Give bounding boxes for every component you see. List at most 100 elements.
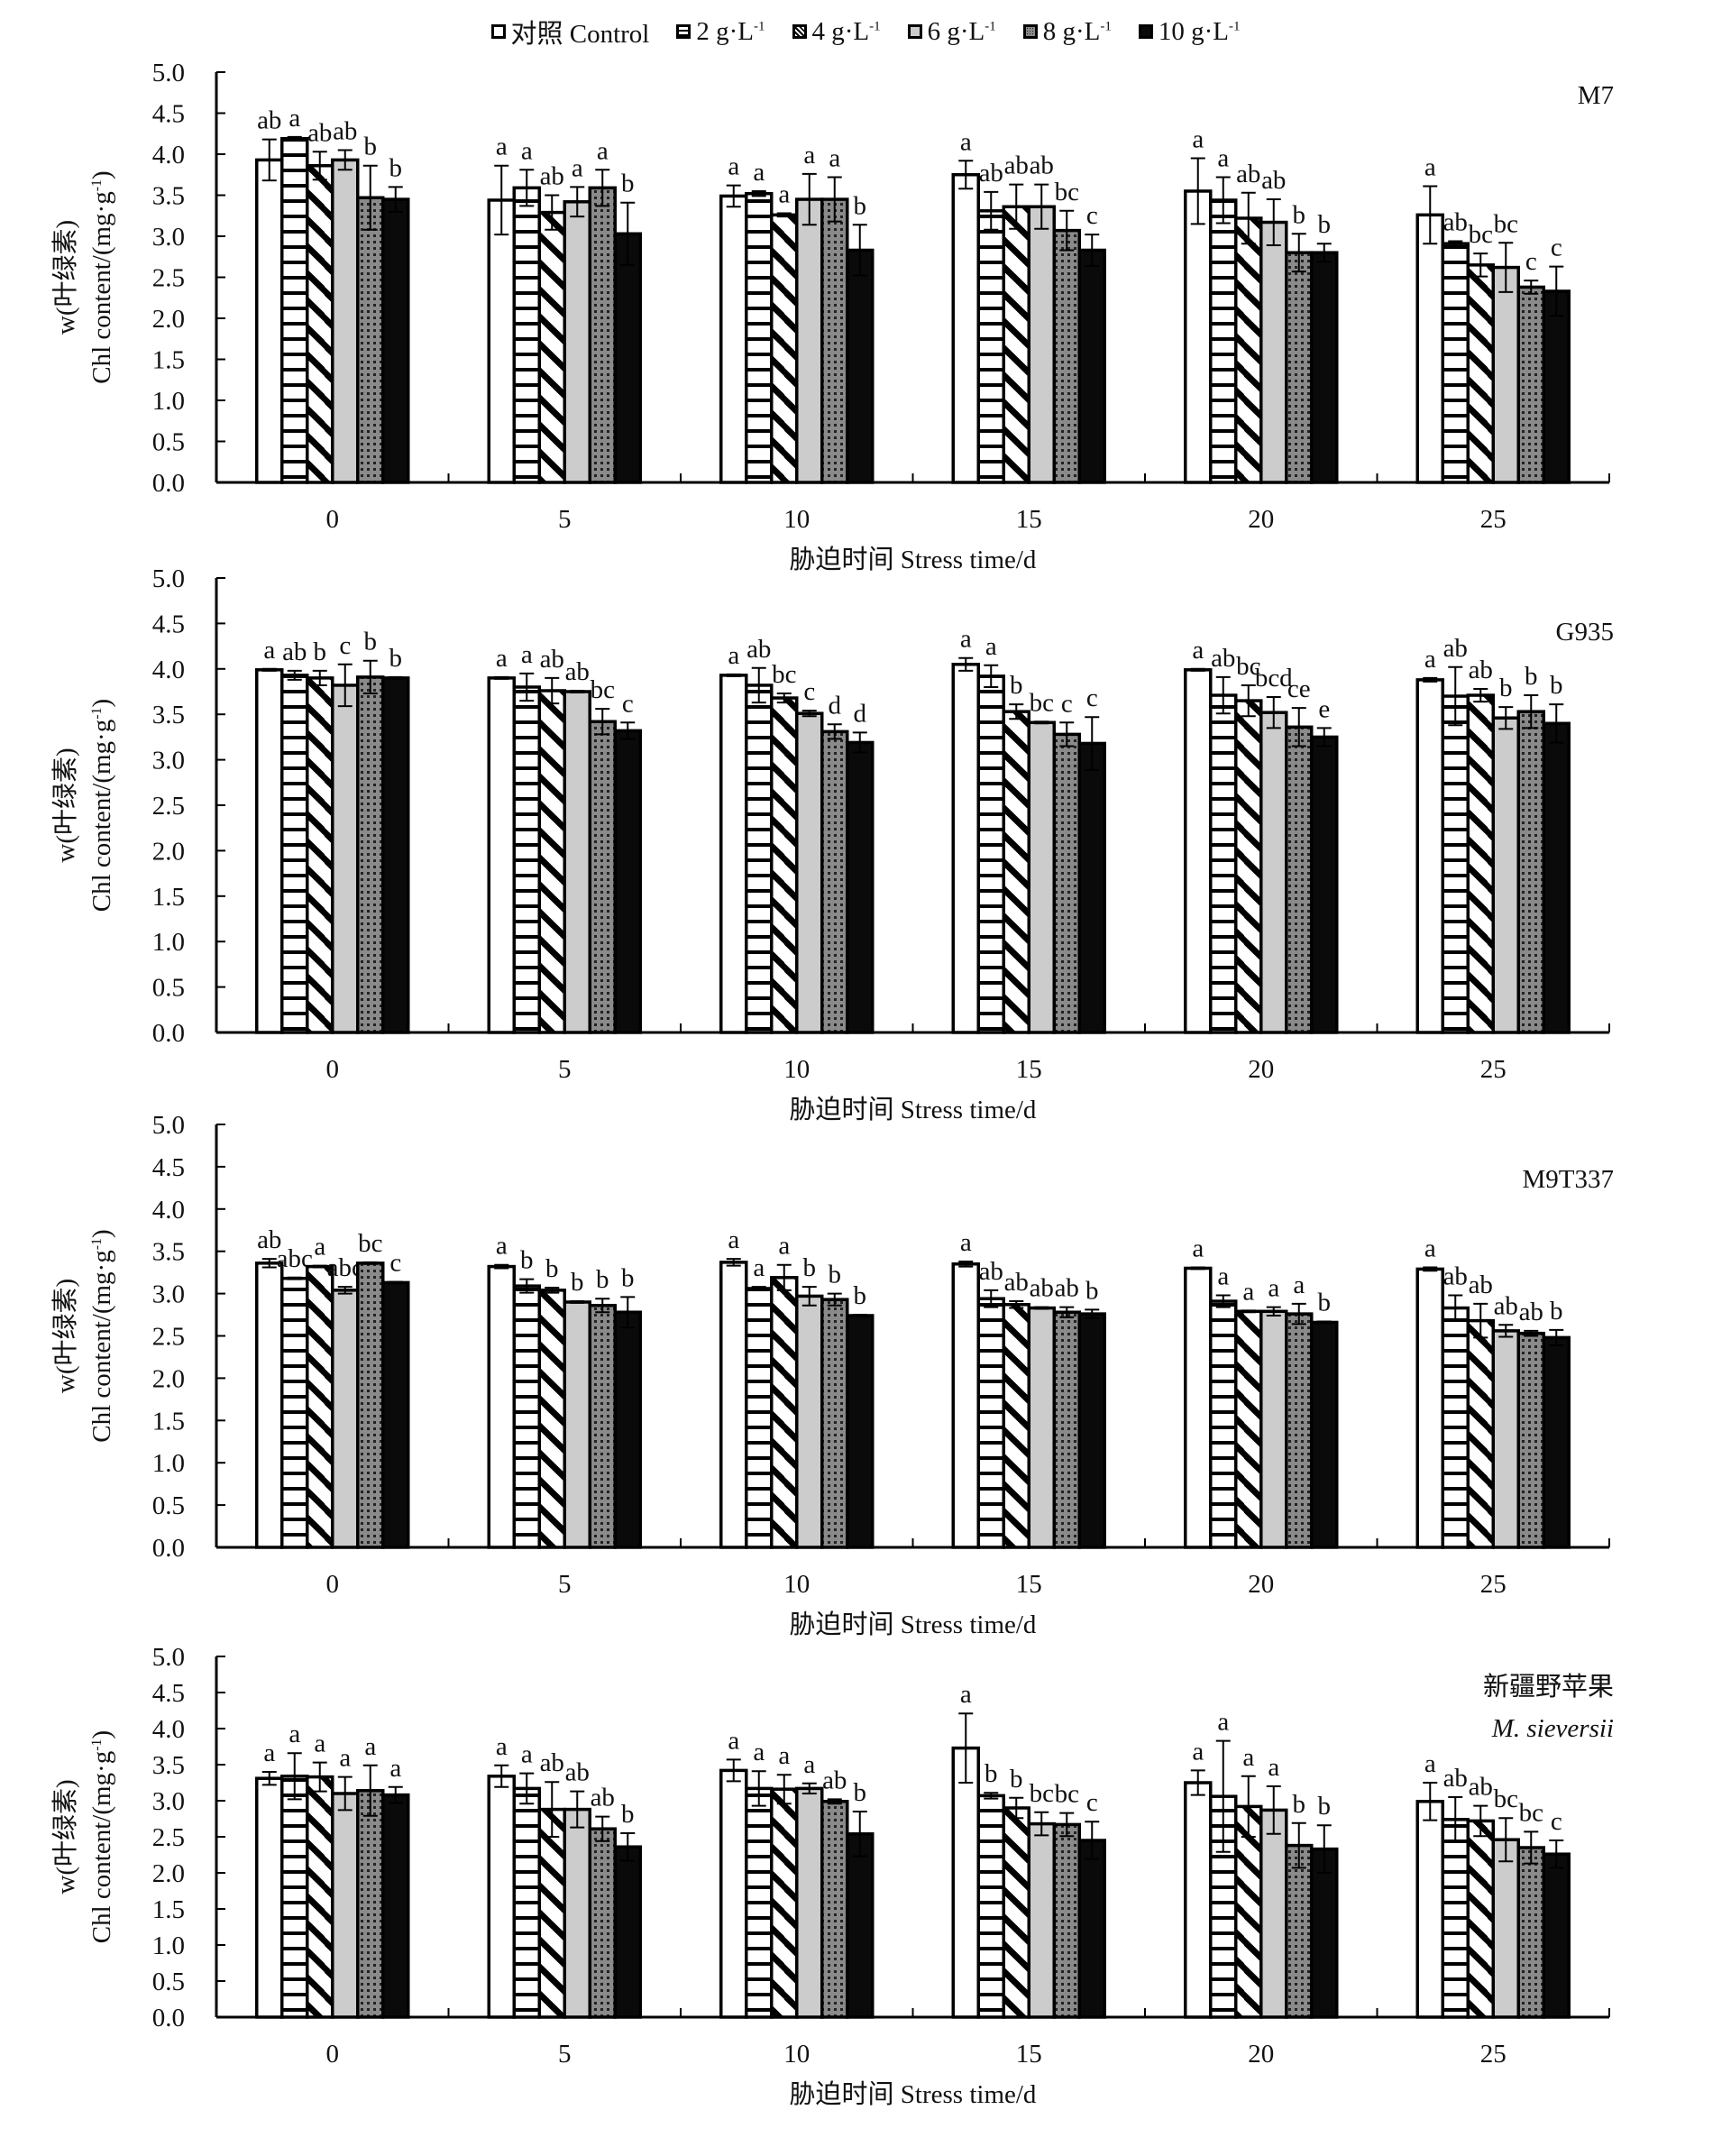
- y-tick-label: 0.5: [152, 1968, 185, 1996]
- bar-3-0-1: [280, 1775, 309, 2019]
- chart-panel-0: 0.0 0.5 1.0 1.5 2.0 2.5 3.0 3.5 4.0 4.5 5.0 0 5 10 15 2…: [50, 59, 1614, 574]
- chart-panel-1: 0.0 0.5 1.0 1.5 2.0 2.5 3.0 3.5 4.0 4.5 5.0 0 5 10 15 2…: [50, 564, 1614, 1124]
- x-tick-label: 25: [1480, 2040, 1507, 2069]
- bar-2-4-3: [1259, 1309, 1288, 1549]
- bar-3-4-4: [1285, 1843, 1314, 2019]
- bar-2-5-4: [1516, 1331, 1545, 1549]
- significance-label: a: [1268, 1274, 1279, 1303]
- bar-1-4-3: [1259, 711, 1288, 1034]
- bar-2-5-0: [1415, 1267, 1444, 1549]
- bar-3-2-3: [795, 1786, 824, 2019]
- significance-label: a: [1192, 1234, 1204, 1263]
- bar-3-0-2: [306, 1775, 334, 2019]
- bar-3-3-2: [1002, 1806, 1030, 2019]
- bar-0-4-4: [1285, 251, 1314, 484]
- significance-label: c: [1086, 1788, 1098, 1817]
- significance-label: ab: [1443, 1764, 1468, 1793]
- y-axis-title-line2: Chl content/(mg·g-1): [87, 699, 116, 912]
- legend-label: 8 g·L-1: [1042, 16, 1112, 46]
- significance-label: ab: [1443, 634, 1468, 663]
- significance-label: ab: [822, 1766, 847, 1794]
- bar-1-0-5: [381, 676, 410, 1034]
- legend-item: 2 g·L-1: [676, 17, 765, 47]
- bar-1-3-2: [1002, 710, 1030, 1034]
- bar-2-4-0: [1184, 1266, 1213, 1549]
- legend-item: 4 g·L-1: [792, 17, 881, 47]
- significance-label: ab: [257, 106, 281, 135]
- bar-2-5-1: [1441, 1306, 1470, 1549]
- significance-label: b: [1293, 1790, 1306, 1819]
- y-tick-label: 1.0: [152, 1931, 185, 1960]
- bar-0-3-1: [976, 209, 1005, 484]
- panel-subtitle: M. sieversii: [1491, 1714, 1614, 1743]
- bar-3-3-5: [1077, 1839, 1106, 2019]
- x-axis-title: 胁迫时间 Stress time/d: [790, 2079, 1037, 2109]
- significance-label: b: [1499, 674, 1513, 702]
- bar-0-3-0: [951, 173, 980, 484]
- bar-2-2-5: [846, 1314, 875, 1549]
- y-tick-label: 2.0: [152, 305, 185, 334]
- bar-0-2-3: [795, 197, 824, 484]
- bar-2-2-1: [745, 1287, 774, 1549]
- bar-2-2-3: [795, 1294, 824, 1549]
- significance-label: a: [960, 1680, 972, 1709]
- significance-label: bc: [1494, 1784, 1518, 1813]
- significance-label: c: [389, 1248, 401, 1277]
- bar-1-4-0: [1184, 668, 1213, 1034]
- y-tick-label: 1.5: [152, 1895, 185, 1924]
- significance-label: b: [1318, 210, 1332, 239]
- significance-label: b: [389, 153, 403, 182]
- bar-1-1-3: [563, 690, 591, 1034]
- bar-0-2-1: [745, 191, 774, 484]
- y-tick-label: 4.0: [152, 141, 185, 170]
- bar-2-3-2: [1002, 1303, 1030, 1549]
- y-axis-title-line1: w(叶绿素): [50, 1779, 80, 1894]
- legend-label: 2 g·L-1: [696, 16, 765, 46]
- x-tick-label: 10: [783, 1570, 810, 1599]
- significance-label: b: [571, 1268, 584, 1297]
- significance-label: a: [1268, 1753, 1279, 1782]
- bar-1-2-0: [719, 674, 748, 1034]
- significance-label: a: [263, 636, 275, 665]
- significance-label: ab: [1469, 1773, 1493, 1802]
- bar-2-3-0: [951, 1262, 980, 1549]
- bar-1-0-2: [306, 676, 334, 1034]
- significance-label: b: [1085, 1276, 1099, 1305]
- bar-1-5-4: [1516, 710, 1545, 1034]
- bar-3-0-5: [381, 1793, 410, 2019]
- significance-label: ab: [1443, 207, 1468, 236]
- bar-3-2-2: [770, 1787, 799, 2019]
- bar-2-2-2: [770, 1276, 799, 1549]
- legend-swatch-gray: [907, 24, 922, 39]
- bar-3-5-1: [1441, 1818, 1470, 2019]
- y-axis-title-line1: w(叶绿素): [50, 220, 80, 335]
- bar-1-1-0: [487, 676, 516, 1034]
- bar-3-5-4: [1516, 1846, 1545, 2019]
- significance-label: bc: [1030, 688, 1054, 717]
- significance-label: a: [288, 104, 300, 133]
- significance-label: e: [1318, 694, 1330, 723]
- significance-label: ab: [1469, 1271, 1493, 1299]
- bar-0-1-3: [563, 200, 591, 484]
- y-tick-label: 3.5: [152, 1751, 185, 1780]
- bar-1-0-3: [331, 683, 360, 1034]
- panel-title: M9T337: [1523, 1165, 1615, 1194]
- y-tick-label: 0.0: [152, 469, 185, 498]
- significance-label: ab: [746, 635, 771, 664]
- significance-label: a: [753, 158, 765, 187]
- significance-label: c: [339, 631, 351, 660]
- bar-0-4-5: [1310, 251, 1339, 484]
- y-axis-title-line1: w(叶绿素): [50, 748, 80, 862]
- y-axis-title-line2: Chl content/(mg·g-1): [87, 1229, 116, 1442]
- bar-3-0-4: [356, 1789, 385, 2019]
- significance-label: a: [1192, 125, 1204, 154]
- significance-label: bc: [1030, 1779, 1054, 1808]
- significance-label: a: [753, 1738, 765, 1766]
- significance-label: a: [728, 641, 739, 670]
- x-tick-label: 5: [558, 505, 572, 534]
- significance-label: a: [1242, 1743, 1254, 1772]
- significance-label: a: [597, 136, 609, 165]
- bar-0-1-5: [613, 232, 642, 484]
- y-tick-label: 3.0: [152, 1280, 185, 1309]
- significance-label: c: [1061, 689, 1073, 718]
